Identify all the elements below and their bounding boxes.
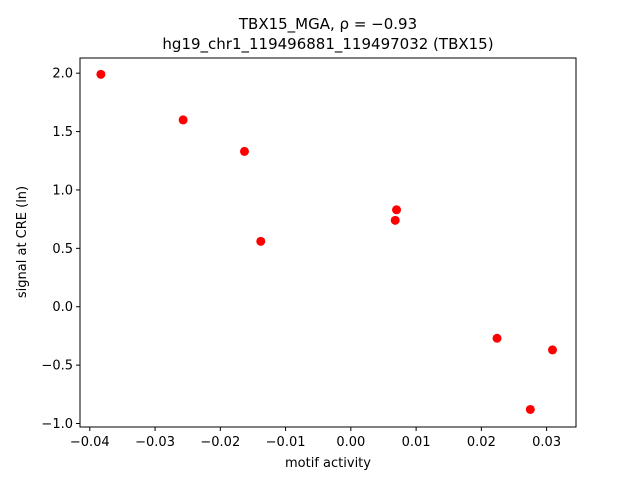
plot-frame [79,57,577,428]
x-tick-label-0: −0.04 [70,435,110,450]
y-ticks: −1.0 −0.5 0.0 0.5 1.0 1.5 2.0 [41,67,80,432]
x-tick-label-3: −0.01 [266,435,306,450]
x-axis-label: motif activity [285,456,371,471]
y-tick-label-0: −1.0 [41,417,73,432]
x-tick-label-6: 0.02 [467,435,496,450]
y-tick-label-2: 0.0 [52,300,73,315]
data-point-6 [492,333,502,343]
points-layer [96,69,558,414]
y-axis-label: signal at CRE (ln) [15,186,30,298]
y-tick-label-6: 2.0 [52,67,73,82]
data-point-8 [525,404,535,414]
data-point-5 [390,215,400,225]
y-tick-label-5: 1.5 [52,125,73,140]
y-tick-label-3: 0.5 [52,242,73,257]
chart-title-line1: TBX15_MGA, ρ = −0.93 [238,15,417,34]
data-point-2 [239,146,249,156]
data-point-7 [548,345,558,355]
y-tick-label-1: −0.5 [41,359,73,374]
y-tick-label-4: 1.0 [52,183,73,198]
x-ticks: −0.04 −0.03 −0.02 −0.01 0.00 0.01 0.02 0.03 [70,427,561,450]
x-tick-label-5: 0.01 [402,435,431,450]
data-point-4 [392,205,402,215]
chart-title-line2: hg19_chr1_119496881_119497032 (TBX15) [162,35,493,54]
data-point-0 [96,69,106,79]
x-tick-label-4: 0.00 [336,435,365,450]
x-tick-label-7: 0.03 [532,435,561,450]
x-tick-label-1: −0.03 [135,435,175,450]
x-tick-label-2: −0.02 [200,435,240,450]
data-point-3 [256,236,266,246]
data-point-1 [178,115,188,125]
